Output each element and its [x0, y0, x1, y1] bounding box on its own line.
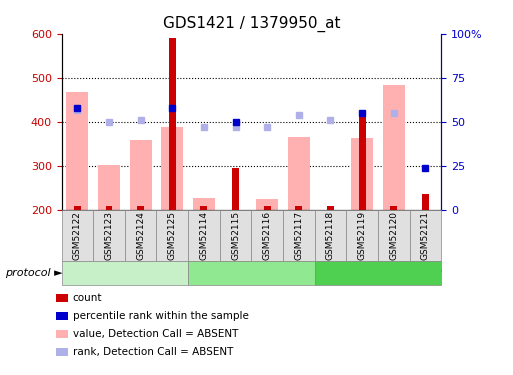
Bar — [106, 206, 112, 210]
Text: sedentary: sedentary — [100, 268, 149, 278]
Bar — [98, 165, 120, 210]
Bar — [169, 38, 176, 210]
Text: GSM52118: GSM52118 — [326, 211, 335, 260]
Bar — [288, 137, 310, 210]
Bar — [422, 194, 429, 210]
Text: protocol ►: protocol ► — [5, 268, 63, 278]
Bar — [383, 85, 405, 210]
Text: GSM52124: GSM52124 — [136, 211, 145, 260]
Text: GSM52125: GSM52125 — [168, 211, 177, 260]
Bar — [390, 206, 397, 210]
Text: twice a week of activity: twice a week of activity — [193, 268, 309, 278]
Text: GSM52121: GSM52121 — [421, 211, 430, 260]
Text: GSM52123: GSM52123 — [105, 211, 113, 260]
Bar — [66, 92, 88, 210]
Text: GSM52120: GSM52120 — [389, 211, 398, 260]
Text: GSM52114: GSM52114 — [200, 211, 208, 260]
Text: GSM52119: GSM52119 — [358, 211, 367, 260]
Text: GSM52115: GSM52115 — [231, 211, 240, 260]
Bar — [327, 206, 334, 210]
Bar — [201, 206, 207, 210]
Bar — [137, 206, 144, 210]
Bar — [232, 168, 239, 210]
Text: value, Detection Call = ABSENT: value, Detection Call = ABSENT — [73, 329, 238, 339]
Bar — [74, 206, 81, 210]
Text: count: count — [73, 293, 103, 303]
Text: GSM52122: GSM52122 — [73, 211, 82, 260]
Bar — [295, 206, 302, 210]
Text: rank, Detection Call = ABSENT: rank, Detection Call = ABSENT — [73, 347, 233, 357]
Bar — [161, 127, 183, 210]
Bar — [256, 199, 278, 210]
Bar — [359, 116, 366, 210]
Bar — [193, 198, 215, 210]
Bar — [351, 138, 373, 210]
Text: every other day of activity: every other day of activity — [313, 268, 443, 278]
Text: GSM52116: GSM52116 — [263, 211, 272, 260]
Title: GDS1421 / 1379950_at: GDS1421 / 1379950_at — [163, 16, 340, 32]
Bar — [264, 206, 271, 210]
Text: GSM52117: GSM52117 — [294, 211, 303, 260]
Text: percentile rank within the sample: percentile rank within the sample — [73, 311, 249, 321]
Bar — [130, 140, 152, 210]
